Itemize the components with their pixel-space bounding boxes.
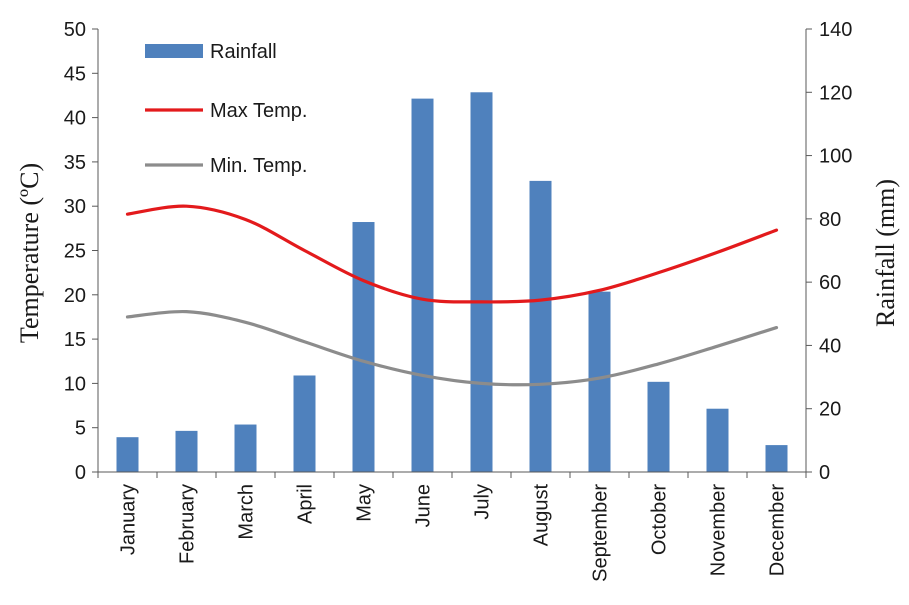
- left-tick-label: 45: [64, 63, 86, 85]
- left-axis-title: Temperature (ºC): [15, 163, 44, 343]
- right-tick-label: 80: [819, 209, 841, 231]
- left-tick-label: 40: [64, 108, 86, 130]
- max-temp-line: [125, 204, 779, 304]
- x-tick-label: January: [118, 484, 140, 555]
- right-tick-label: 140: [819, 19, 852, 41]
- rainfall-bar: [588, 291, 611, 472]
- right-tick-label: 60: [819, 272, 841, 294]
- legend: Rainfall Max Temp. Min. Temp.: [145, 41, 307, 177]
- right-axis-ticks: 0 20 40 60 80 100 120 140: [806, 19, 852, 484]
- x-tick-label: June: [413, 484, 435, 527]
- left-tick-label: 5: [75, 418, 86, 440]
- temperature-lines: [125, 204, 779, 387]
- right-tick-label: 100: [819, 146, 852, 168]
- right-tick-label: 40: [819, 335, 841, 357]
- rainfall-bar: [352, 222, 375, 472]
- left-tick-label: 0: [75, 462, 86, 484]
- rainfall-bar: [116, 437, 139, 472]
- left-tick-label: 25: [64, 241, 86, 263]
- x-tick-label: October: [649, 484, 671, 555]
- rainfall-bars: [116, 92, 788, 473]
- axes: [97, 29, 807, 473]
- rainfall-bar: [529, 180, 552, 472]
- left-tick-label: 35: [64, 152, 86, 174]
- left-tick-label: 15: [64, 329, 86, 351]
- x-tick-label: July: [472, 484, 494, 520]
- x-tick-label: August: [531, 484, 553, 547]
- right-tick-label: 120: [819, 82, 852, 104]
- rainfall-bar: [411, 98, 434, 472]
- x-tick-label: May: [354, 484, 376, 522]
- right-axis-title: Rainfall (mm): [871, 179, 900, 327]
- legend-label-max-temp: Max Temp.: [210, 100, 307, 122]
- rainfall-bar: [706, 408, 729, 472]
- legend-label-min-temp: Min. Temp.: [210, 155, 307, 177]
- legend-label-rainfall: Rainfall: [210, 41, 277, 63]
- rainfall-bar: [234, 424, 257, 472]
- rainfall-bar: [293, 375, 316, 472]
- right-tick-label: 20: [819, 399, 841, 421]
- left-tick-label: 30: [64, 196, 86, 218]
- right-tick-label: 0: [819, 462, 830, 484]
- left-tick-label: 50: [64, 19, 86, 41]
- rainfall-bar: [470, 92, 493, 473]
- rainfall-bar: [175, 430, 198, 472]
- min-temp-line: [125, 309, 779, 387]
- rainfall-bar: [647, 381, 670, 472]
- left-tick-label: 10: [64, 373, 86, 395]
- x-tick-label: February: [177, 484, 199, 564]
- x-tick-label: March: [236, 484, 258, 540]
- left-tick-label: 20: [64, 285, 86, 307]
- x-tick-label: November: [708, 484, 730, 577]
- legend-swatch-rainfall: [145, 44, 203, 58]
- x-tick-label: April: [295, 484, 317, 524]
- x-tick-label: December: [767, 484, 789, 577]
- x-tick-label: September: [590, 484, 612, 582]
- rainfall-bar: [765, 445, 788, 472]
- left-axis-ticks: 0 5 10 15 20 25 30 35 40 45 50: [64, 19, 98, 484]
- x-axis-ticks: January February March April May June July Augu…: [97, 472, 807, 582]
